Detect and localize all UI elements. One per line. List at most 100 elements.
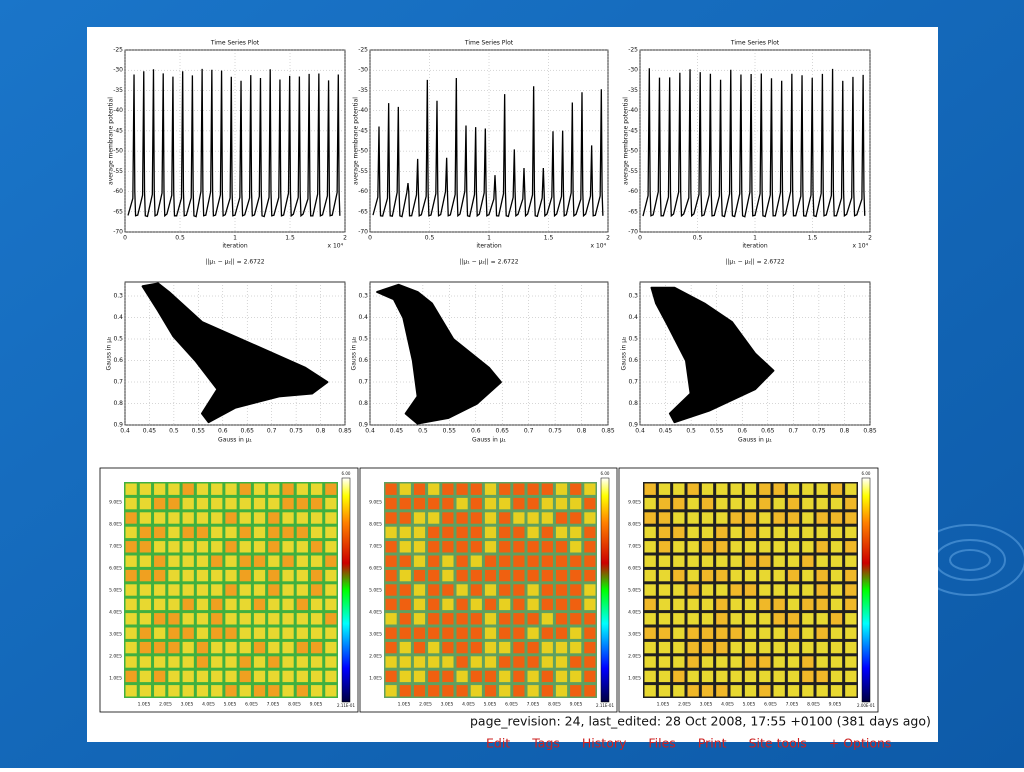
heatmap-cell: [239, 656, 251, 668]
x-tick-label: 9.0E5: [570, 702, 583, 708]
heatmap-cell: [527, 613, 539, 625]
y-tick-label: -45: [358, 127, 368, 134]
heatmap-cell: [168, 598, 180, 611]
heatmap-cell: [701, 670, 714, 683]
heatmap-cell: [428, 526, 440, 539]
page-link[interactable]: + Options: [829, 736, 892, 751]
heatmap-cell: [296, 598, 308, 611]
heatmap-cell: [773, 670, 785, 683]
heatmap-cell: [716, 685, 728, 697]
y-tick-label: 6.0E5: [628, 566, 641, 572]
x-tick-label: 0.8: [840, 428, 850, 435]
heatmap-cell: [673, 685, 685, 697]
heatmap-cell: [125, 497, 137, 510]
heatmap-cell: [399, 569, 411, 582]
y-tick-label: 5.0E5: [628, 588, 641, 594]
heatmap-cell: [830, 569, 843, 582]
heatmap-cell: [385, 627, 397, 639]
heatmap-cell: [816, 670, 828, 683]
heatmap-cell: [296, 670, 308, 683]
heatmap-cell: [644, 512, 656, 524]
y-tick-label: -40: [628, 107, 638, 114]
heatmap-cell: [442, 497, 454, 510]
heatmap-cell: [673, 598, 685, 611]
x-tick-label: 1: [487, 235, 491, 242]
heatmap-cell: [385, 598, 397, 611]
heatmap-cell: [730, 512, 742, 524]
y-tick-label: -30: [628, 67, 638, 74]
heatmap-cell: [310, 497, 323, 510]
heatmap-cell: [716, 555, 728, 567]
page-link[interactable]: Files: [648, 736, 675, 751]
heatmap-cell: [644, 670, 656, 683]
heatmap-cell: [644, 685, 656, 697]
heatmap-cell: [225, 613, 237, 625]
y-tick-label: 1.0E5: [628, 676, 641, 682]
axis-exponent: x 10⁴: [328, 243, 344, 250]
colorbar: [861, 477, 871, 703]
heatmap-cell: [687, 555, 699, 567]
heatmap-cell: [456, 641, 468, 654]
y-tick-label: 0.9: [113, 422, 123, 429]
x-tick-label: 0.45: [659, 428, 673, 435]
x-tick-label: 0.4: [635, 428, 645, 435]
x-tick-label: 0.45: [390, 428, 404, 435]
page-link[interactable]: History: [582, 736, 627, 751]
heatmap-cell: [644, 483, 656, 495]
y-tick-label: -50: [358, 148, 368, 155]
colorbar-label: 6.00: [342, 471, 351, 476]
heatmap-cell: [499, 526, 511, 539]
heatmap-cell: [125, 512, 137, 524]
heatmap-cell: [499, 569, 511, 582]
heatmap-cell: [584, 598, 596, 611]
heatmap-cell: [484, 584, 497, 596]
heatmap-cell: [816, 497, 828, 510]
page-link[interactable]: Edit: [486, 736, 510, 751]
heatmap-cell: [644, 584, 656, 596]
heatmap-cell: [570, 670, 582, 683]
heatmap-cell: [268, 584, 280, 596]
heatmap-cell: [730, 584, 742, 596]
heatmap-cell: [773, 483, 785, 495]
y-tick-label: -25: [358, 47, 368, 54]
heatmap-cell: [428, 569, 440, 582]
x-tick-label: 0.4: [120, 428, 130, 435]
x-tick-label: 0.5: [693, 235, 703, 242]
x-tick-label: 1.5: [285, 235, 295, 242]
heatmap-cell: [673, 569, 685, 582]
heatmap-cell: [196, 627, 209, 639]
heatmap-cell: [773, 512, 785, 524]
heatmap-cell: [773, 685, 785, 697]
heatmap-cell: [139, 685, 152, 697]
heatmap-cell: [428, 512, 440, 524]
colorbar-label: 2.11E-01: [596, 703, 614, 708]
heatmap-cell: [154, 569, 166, 582]
heatmap-cell: [282, 685, 294, 697]
heatmap-cell: [802, 613, 814, 625]
y-tick-label: -40: [358, 107, 368, 114]
heatmap-cell: [211, 641, 223, 654]
heatmap-cell: [584, 526, 596, 539]
heatmap-cell: [125, 569, 137, 582]
y-tick-label: 0.4: [113, 314, 123, 321]
x-tick-label: 0.55: [710, 428, 724, 435]
y-tick-label: 0.6: [113, 357, 123, 364]
heatmap-cell: [310, 483, 323, 495]
heatmap-cell: [687, 656, 699, 668]
page-link[interactable]: Print: [698, 736, 727, 751]
heatmap-cell: [211, 670, 223, 683]
heatmap-cell: [385, 685, 397, 697]
heatmap-cell: [225, 670, 237, 683]
y-tick-label: 0.6: [358, 357, 368, 364]
heatmap-cell: [428, 627, 440, 639]
heatmap-cell: [687, 598, 699, 611]
heatmap-cell: [139, 584, 152, 596]
x-tick-label: 4.0E5: [202, 702, 215, 708]
page-link[interactable]: Tags: [531, 736, 560, 751]
heatmap-cell: [555, 512, 568, 524]
heatmap-cell: [442, 685, 454, 697]
page-link[interactable]: Site tools: [749, 736, 807, 751]
heatmap-cell: [225, 627, 237, 639]
heatmap-cell: [830, 670, 843, 683]
heatmap-cell: [716, 670, 728, 683]
